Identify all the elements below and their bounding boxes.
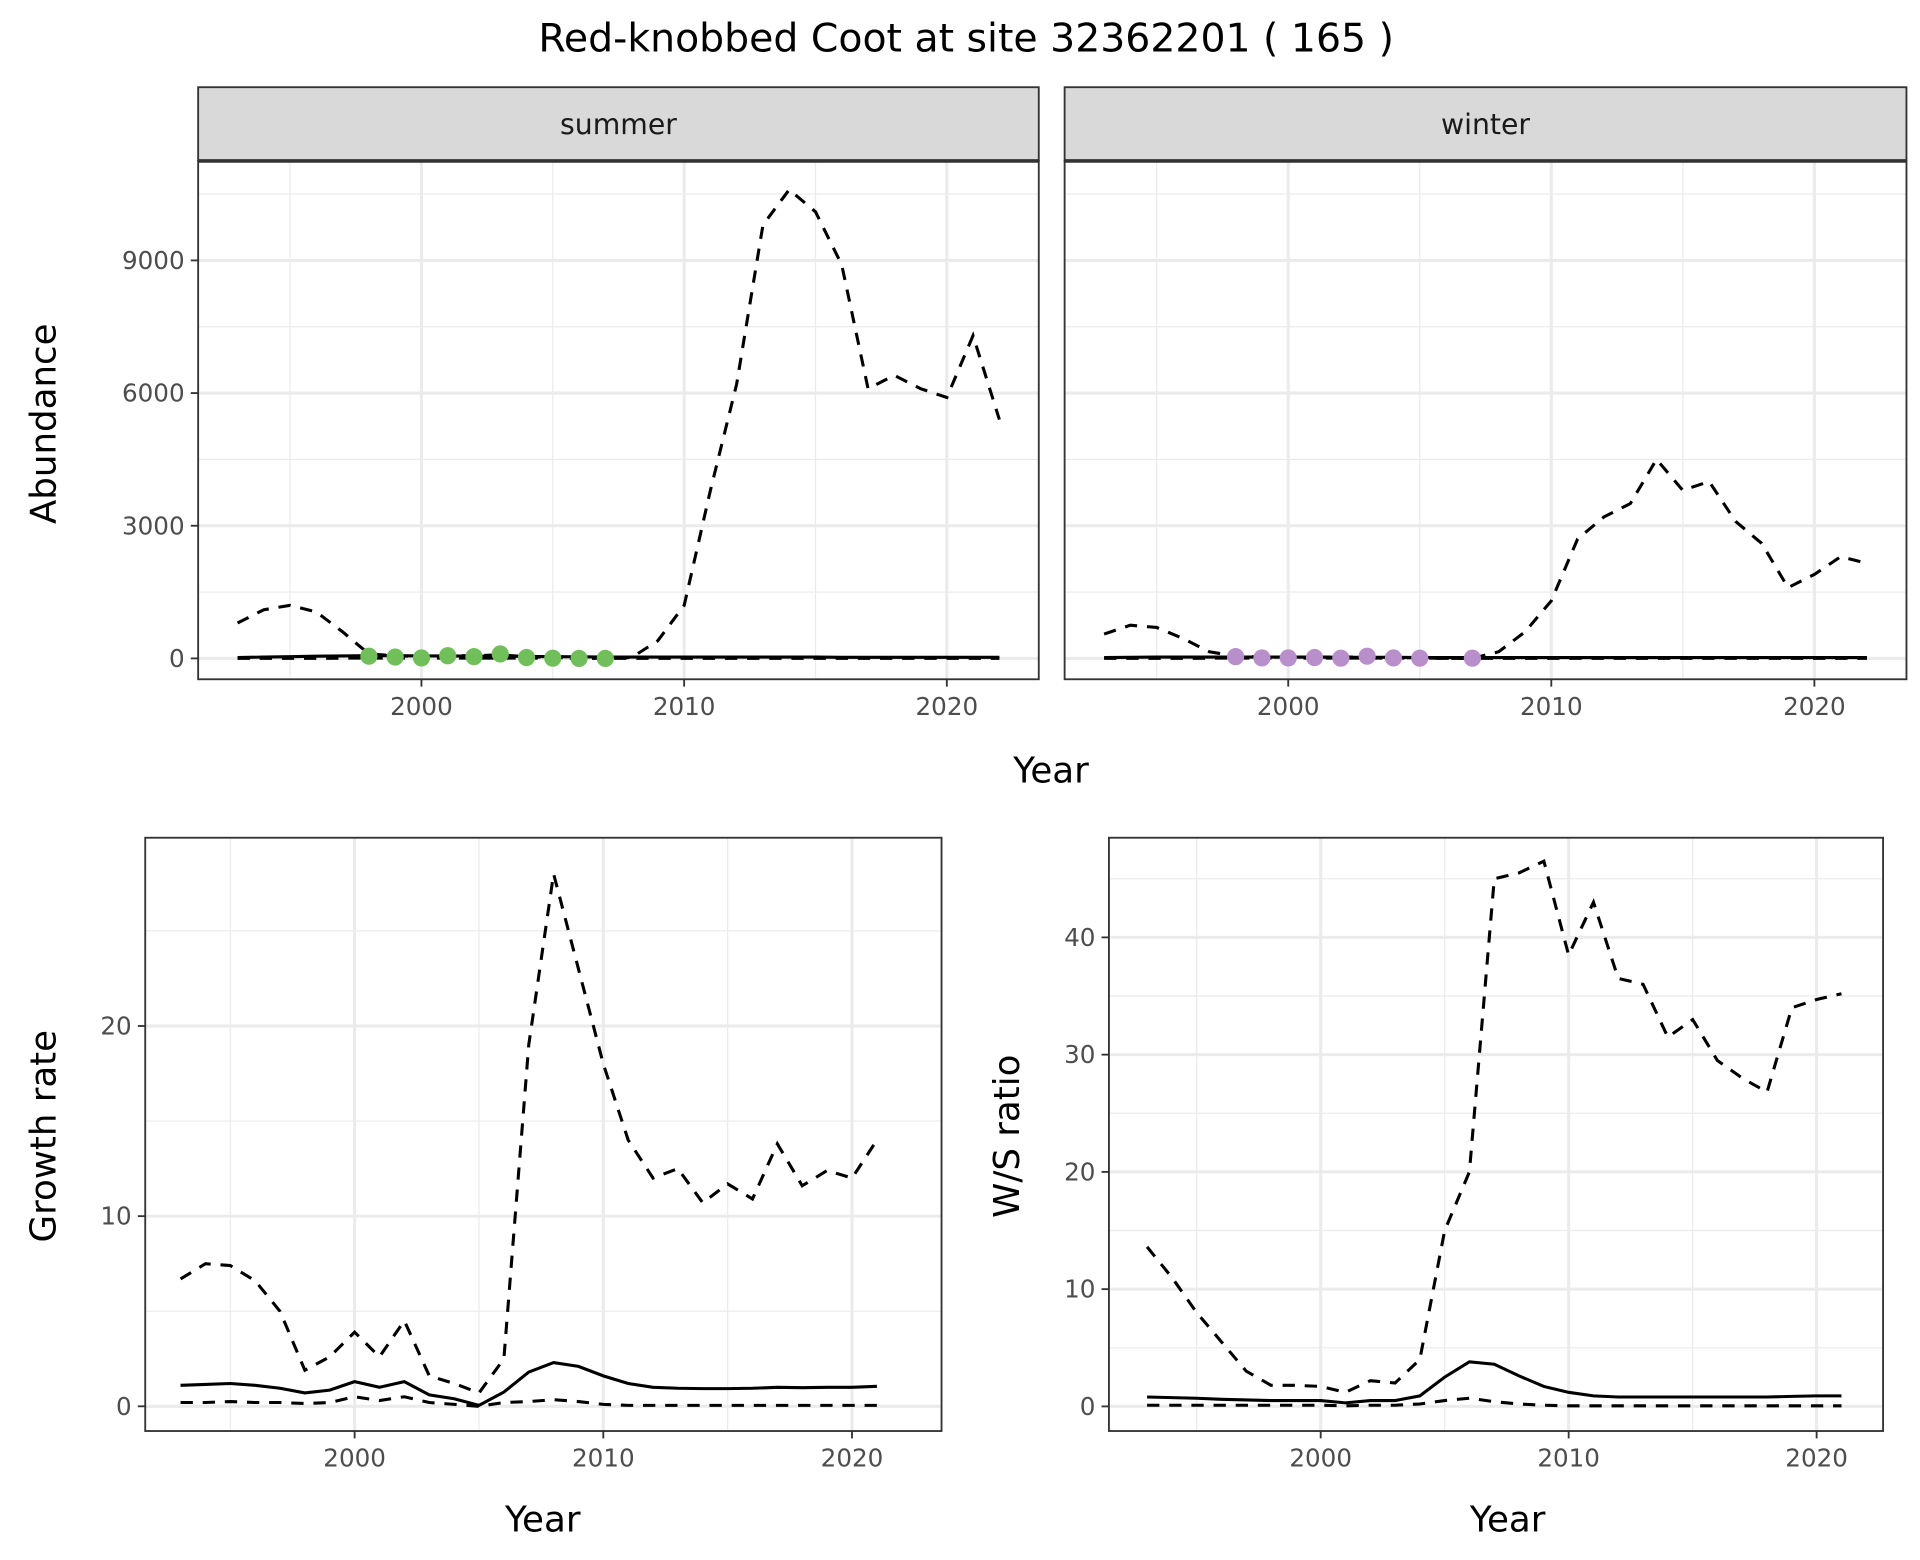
observed-count-point	[1384, 649, 1403, 667]
observed-count-point	[570, 649, 588, 668]
facet-strip	[197, 86, 1040, 162]
plot-background	[198, 160, 1039, 680]
y-tick-label: 0	[1080, 1392, 1096, 1421]
observed-count-point	[1332, 649, 1350, 667]
y-tick-label: 10	[1064, 1275, 1095, 1304]
y-tick-label: 20	[100, 1012, 131, 1041]
x-tick-label: 2010	[1520, 692, 1583, 721]
panel-ws-ratio: 2000 2010 2020 0 10 20 30 40	[1064, 836, 1884, 1473]
lower-bound-line	[180, 1395, 877, 1408]
plot-background	[1108, 837, 1884, 1432]
x-tick-label: 2020	[821, 1444, 884, 1473]
observed-count-point	[491, 645, 509, 663]
observed-count-point	[1411, 649, 1429, 667]
x-tick-label: 2000	[390, 692, 453, 721]
estimate-line	[237, 654, 1000, 660]
x-axis-title: Year	[504, 1500, 581, 1541]
observed-count-point	[544, 649, 562, 667]
panel-border	[144, 836, 943, 1432]
observed-count-point	[360, 647, 378, 665]
y-tick-label: 9000	[122, 246, 185, 275]
observed-count-point	[1279, 649, 1297, 667]
x-tick-label: 2000	[1257, 692, 1320, 721]
y-axis-title: Abundance	[23, 323, 64, 524]
y-tick-label: 30	[1064, 1040, 1095, 1069]
x-axis-title: Year	[1469, 1500, 1546, 1541]
facet-strip	[1063, 86, 1908, 162]
observed-count-point	[1227, 648, 1245, 666]
x-tick-label: 2010	[653, 692, 716, 721]
estimate-line	[180, 1361, 877, 1407]
x-tick-label: 2020	[916, 692, 979, 721]
observed-count-point	[1305, 648, 1324, 667]
x-axis-title: Year	[1012, 750, 1089, 791]
observed-count-point	[1463, 649, 1481, 667]
observed-count-point	[1253, 649, 1271, 667]
observed-count-point	[386, 648, 404, 666]
panel-winter: 2000 2010 2020 winter	[1063, 86, 1908, 721]
lower-bound-line	[1147, 1396, 1842, 1408]
x-tick-label: 2020	[1783, 692, 1846, 721]
estimate-line	[1147, 1360, 1842, 1405]
panel-summer: 2000 2010 2020 0 3000 6000 9000 summer	[122, 86, 1040, 721]
y-tick-label: 40	[1064, 923, 1095, 952]
observed-count-point	[1358, 647, 1376, 665]
y-tick-label: 20	[1064, 1158, 1095, 1187]
y-tick-label: 0	[116, 1392, 132, 1421]
observed-count-point	[517, 648, 536, 667]
x-tick-label: 2000	[1289, 1444, 1352, 1473]
x-tick-label: 2010	[572, 1444, 635, 1473]
x-tick-label: 2020	[1785, 1444, 1848, 1473]
y-tick-label: 6000	[122, 379, 185, 408]
y-tick-label: 3000	[122, 511, 185, 540]
observed-count-point	[439, 647, 457, 665]
y-tick-label: 0	[169, 644, 185, 673]
y-axis-title: Growth rate	[23, 1030, 64, 1243]
upper-bound-line	[179, 873, 879, 1395]
upper-bound-line	[1145, 859, 1842, 1394]
x-tick-label: 2010	[1537, 1444, 1600, 1473]
plot-background	[1064, 160, 1907, 680]
observed-count-point	[412, 649, 431, 667]
x-tick-label: 2000	[323, 1444, 386, 1473]
panel-growth-rate: 2000 2010 2020 0 10 20	[100, 836, 943, 1473]
plot-background	[145, 837, 942, 1432]
facet-label-winter: winter	[1441, 108, 1530, 141]
facet-label-summer: summer	[560, 108, 677, 141]
observed-count-point	[465, 648, 483, 666]
y-axis-title: W/S ratio	[987, 1055, 1028, 1218]
chart-title: Red-knobbed Coot at site 32362201 ( 165 …	[538, 16, 1394, 62]
observed-count-point	[596, 649, 614, 668]
y-tick-label: 10	[100, 1202, 131, 1231]
panel-border	[1108, 836, 1884, 1432]
